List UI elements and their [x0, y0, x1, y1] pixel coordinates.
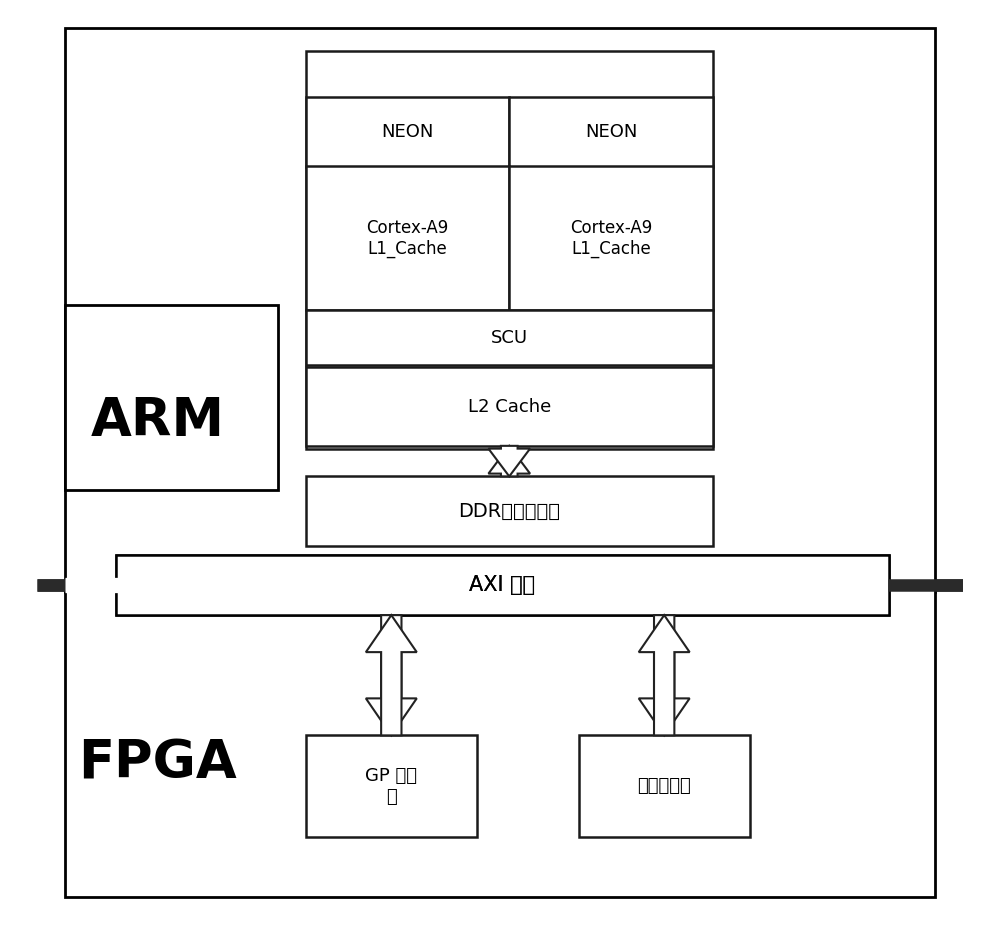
Bar: [306, 310, 713, 365]
FancyArrow shape: [366, 615, 417, 735]
Bar: [306, 97, 509, 166]
FancyArrow shape: [366, 615, 417, 735]
Bar: [509, 166, 713, 310]
Text: 高速流数据: 高速流数据: [637, 777, 691, 796]
Text: AXI 总线: AXI 总线: [469, 575, 535, 595]
Bar: [306, 51, 713, 449]
FancyArrow shape: [639, 615, 690, 735]
Bar: [116, 555, 889, 615]
FancyArrow shape: [488, 446, 530, 476]
Bar: [65, 583, 935, 897]
Text: DDR内存控制器: DDR内存控制器: [458, 501, 560, 521]
FancyArrow shape: [639, 615, 690, 735]
Text: GP 寄存
器: GP 寄存 器: [365, 767, 417, 806]
Bar: [579, 735, 750, 837]
Bar: [306, 735, 477, 837]
Bar: [306, 367, 713, 446]
Text: SCU: SCU: [491, 328, 528, 347]
Text: NEON: NEON: [381, 123, 434, 141]
Bar: [65, 305, 278, 490]
Bar: [306, 166, 509, 310]
Text: Cortex-A9
L1_Cache: Cortex-A9 L1_Cache: [366, 218, 449, 258]
Text: Cortex-A9
L1_Cache: Cortex-A9 L1_Cache: [570, 218, 652, 258]
FancyArrow shape: [488, 446, 530, 476]
Text: FPGA: FPGA: [78, 737, 237, 789]
Bar: [65, 28, 935, 592]
Text: AXI 总线: AXI 总线: [469, 575, 535, 595]
Text: ARM: ARM: [91, 395, 225, 447]
Text: NEON: NEON: [585, 123, 637, 141]
Text: L2 Cache: L2 Cache: [468, 398, 551, 415]
Bar: [116, 555, 889, 615]
Bar: [509, 97, 713, 166]
Bar: [306, 476, 713, 546]
